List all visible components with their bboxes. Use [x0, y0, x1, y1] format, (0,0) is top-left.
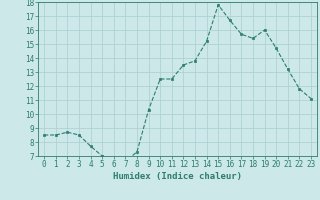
X-axis label: Humidex (Indice chaleur): Humidex (Indice chaleur) [113, 172, 242, 181]
